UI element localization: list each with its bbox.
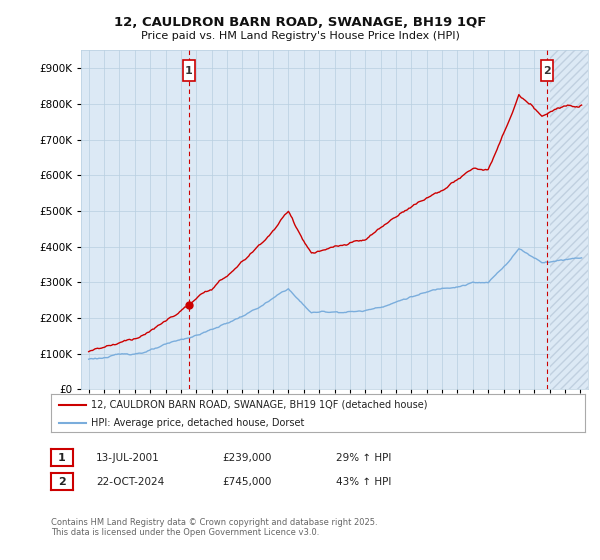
Text: 13-JUL-2001: 13-JUL-2001 [96, 452, 160, 463]
Bar [541, 60, 553, 81]
Text: Contains HM Land Registry data © Crown copyright and database right 2025.
This d: Contains HM Land Registry data © Crown c… [51, 518, 377, 538]
Text: £745,000: £745,000 [222, 477, 271, 487]
Text: £239,000: £239,000 [222, 452, 271, 463]
Text: 1: 1 [58, 452, 65, 463]
Text: 2: 2 [58, 477, 65, 487]
Text: 2: 2 [543, 66, 551, 76]
Bar [183, 60, 195, 81]
Text: 29% ↑ HPI: 29% ↑ HPI [336, 452, 391, 463]
Text: HPI: Average price, detached house, Dorset: HPI: Average price, detached house, Dors… [91, 418, 304, 428]
Text: Price paid vs. HM Land Registry's House Price Index (HPI): Price paid vs. HM Land Registry's House … [140, 31, 460, 41]
Text: 1: 1 [185, 66, 193, 76]
Bar [550, 50, 588, 389]
Text: 12, CAULDRON BARN ROAD, SWANAGE, BH19 1QF: 12, CAULDRON BARN ROAD, SWANAGE, BH19 1Q… [114, 16, 486, 29]
Text: 12, CAULDRON BARN ROAD, SWANAGE, BH19 1QF (detached house): 12, CAULDRON BARN ROAD, SWANAGE, BH19 1Q… [91, 400, 428, 410]
Text: 22-OCT-2024: 22-OCT-2024 [96, 477, 164, 487]
Text: 43% ↑ HPI: 43% ↑ HPI [336, 477, 391, 487]
